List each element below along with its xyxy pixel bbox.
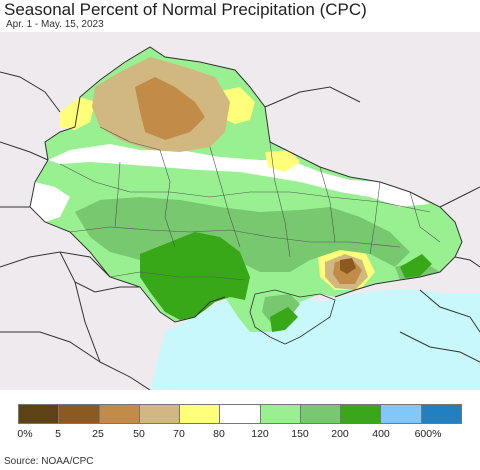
legend-tick-label: 120 bbox=[251, 428, 269, 440]
legend-swatch bbox=[180, 405, 221, 423]
source-credit: Source: NOAA/CPC bbox=[4, 456, 94, 467]
legend-tick-label: 150 bbox=[291, 428, 309, 440]
national-borders bbox=[0, 46, 480, 390]
legend-swatch bbox=[99, 405, 140, 423]
region-brown-north bbox=[135, 77, 205, 140]
legend-swatch bbox=[341, 405, 382, 423]
legend-tick-label: 50 bbox=[133, 428, 145, 440]
region-near-normal bbox=[48, 144, 430, 207]
legend-tick-label: 200 bbox=[331, 428, 349, 440]
legend-swatch bbox=[19, 405, 60, 423]
region-darkgreen-east bbox=[400, 254, 432, 278]
region-yellow-east bbox=[265, 150, 300, 172]
map-subtitle: Apr. 1 - May. 15, 2023 bbox=[6, 19, 104, 30]
map-title: Seasonal Percent of Normal Precipitation… bbox=[4, 0, 367, 19]
precipitation-map bbox=[0, 32, 480, 390]
legend-tick-label: 400 bbox=[372, 428, 390, 440]
legend-swatch bbox=[260, 405, 301, 423]
legend-swatch bbox=[220, 405, 261, 423]
region-darkgreen-crimea bbox=[270, 307, 298, 332]
legend-swatch bbox=[300, 405, 342, 423]
legend-swatch bbox=[381, 405, 422, 423]
legend-tick-label: 0% bbox=[17, 428, 33, 440]
legend-tick-label: 70 bbox=[173, 428, 185, 440]
legend-tick-label: 600% bbox=[414, 428, 442, 440]
legend-color-bar bbox=[18, 404, 462, 424]
legend-swatch bbox=[421, 405, 461, 423]
black-sea bbox=[150, 290, 480, 390]
crimea bbox=[249, 289, 336, 345]
legend-tick-label: 5 bbox=[55, 428, 61, 440]
legend-tick-label: 80 bbox=[213, 428, 225, 440]
legend-swatch bbox=[59, 405, 100, 423]
region-near-normal-west bbox=[30, 182, 70, 222]
legend-tick-label: 25 bbox=[92, 428, 104, 440]
legend-swatch bbox=[139, 405, 181, 423]
oblast-borders bbox=[59, 126, 441, 281]
region-darkbrown-southeast bbox=[340, 258, 356, 274]
